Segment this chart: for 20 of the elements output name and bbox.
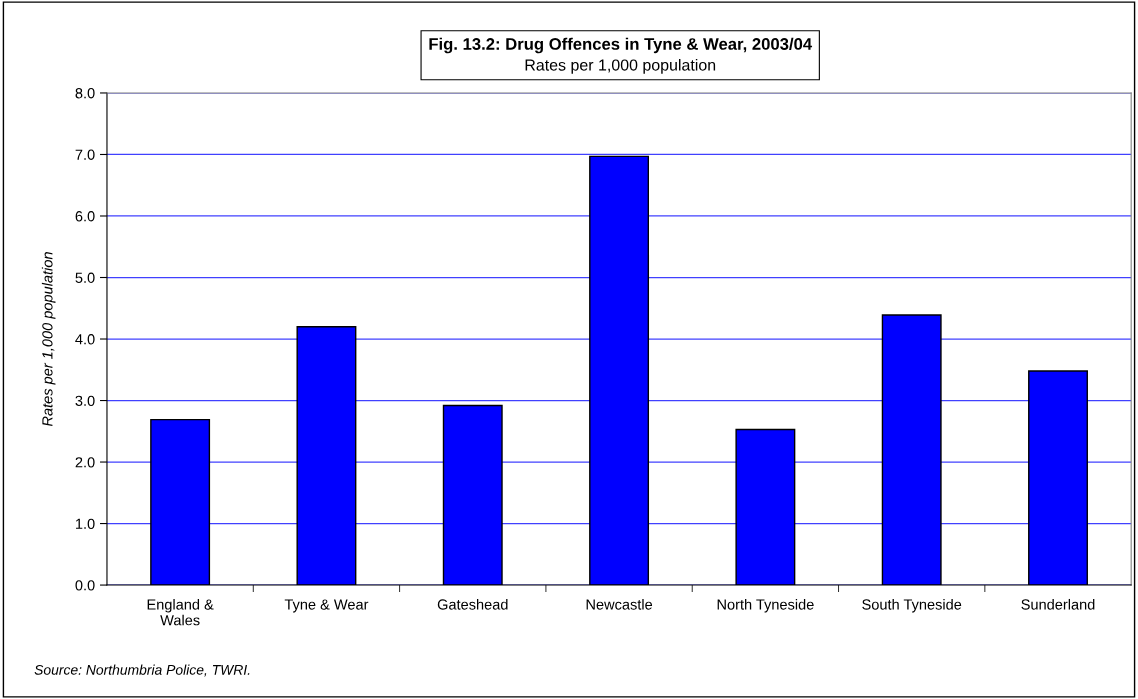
y-tick-label: 8.0: [75, 88, 95, 99]
chart-subtitle: Rates per 1,000 population: [525, 58, 716, 74]
chart-title: Fig. 13.2: Drug Offences in Tyne & Wear, 2003/04: [429, 37, 813, 54]
y-tick-label: 3.0: [75, 395, 95, 406]
y-tick-label: 7.0: [75, 149, 95, 160]
x-tick-label: Gateshead: [437, 598, 508, 610]
y-tick-label: 1.0: [76, 518, 95, 529]
x-tick-label: Tyne & Wear: [284, 599, 369, 613]
x-tick-label: Sunderland: [1021, 598, 1095, 610]
y-axis-title: Rates per 1,000 population: [41, 252, 56, 427]
y-tick-label: 4.0: [75, 334, 95, 345]
x-tick-label: South Tyneside: [862, 598, 962, 613]
y-tick-label: 0.0: [75, 580, 95, 591]
source-note: Source: Northumbria Police, TWRI.: [34, 664, 250, 677]
x-tick-label: Newcastle: [586, 598, 653, 610]
y-tick-label: 5.0: [75, 272, 95, 283]
x-tick-label: North Tyneside: [717, 598, 814, 613]
y-tick-label: 2.0: [75, 457, 95, 468]
y-tick-label: 6.0: [75, 211, 95, 222]
x-tick-label: England & Wales: [147, 598, 214, 626]
